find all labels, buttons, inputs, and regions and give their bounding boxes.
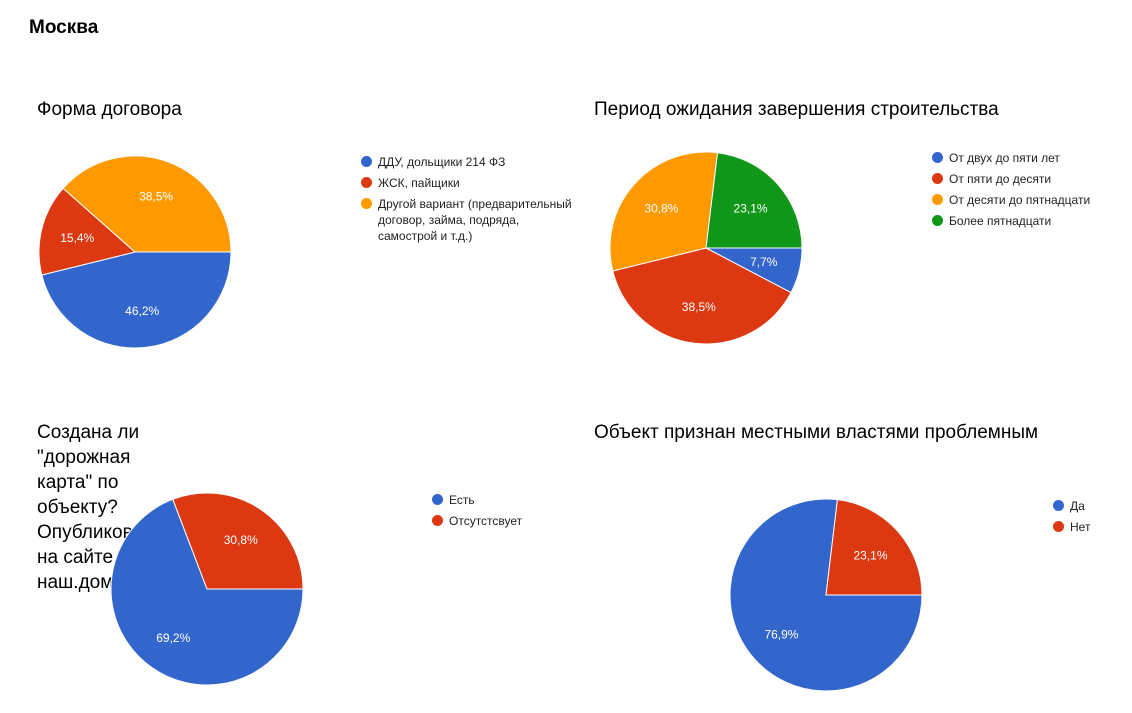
legend-label: Другой вариант (предварительный договор,…	[378, 197, 572, 243]
pie-chart: 69,2% 30,8%	[110, 492, 304, 686]
slice-label: 76,9%	[764, 628, 798, 642]
legend-dot-icon	[932, 152, 943, 163]
pie-chart: 46,2% 15,4% 38,5%	[38, 155, 232, 349]
pie-slice	[825, 499, 923, 596]
legend-item: Есть	[432, 492, 592, 508]
legend-item: От пяти до десяти	[932, 171, 1132, 187]
legend-label: От двух до пяти лет	[949, 151, 1060, 165]
legend-dot-icon	[932, 173, 943, 184]
pie-slice	[612, 247, 792, 345]
chart-legend: Есть Отсутстсвует	[432, 492, 592, 534]
slice-label: 69,2%	[156, 631, 190, 645]
legend-label: Да	[1070, 499, 1085, 513]
legend-label: Есть	[449, 493, 475, 507]
legend-dot-icon	[1053, 521, 1064, 532]
slice-label: 15,4%	[60, 231, 94, 245]
legend-label: ДДУ, дольщики 214 ФЗ	[378, 155, 506, 169]
legend-item: От десяти до пятнадцати	[932, 192, 1132, 208]
legend-item: Нет	[1053, 519, 1132, 535]
slice-label: 46,2%	[125, 304, 159, 318]
pie-slice	[110, 498, 304, 686]
legend-item: Да	[1053, 498, 1132, 514]
slice-label: 7,7%	[750, 255, 778, 269]
legend-item: ДДУ, дольщики 214 ФЗ	[361, 154, 601, 170]
legend-dot-icon	[932, 215, 943, 226]
pie-chart: 7,7% 38,5% 30,8% 23,1%	[609, 151, 803, 345]
legend-dot-icon	[432, 494, 443, 505]
legend-label: От десяти до пятнадцати	[949, 193, 1091, 207]
legend-dot-icon	[361, 177, 372, 188]
legend-item: Другой вариант (предварительный договор,…	[361, 196, 601, 244]
legend-label: Нет	[1070, 520, 1091, 534]
legend-item: Отсутстсвует	[432, 513, 592, 529]
pie-slice	[62, 155, 232, 253]
chart-title: Форма договора	[37, 99, 182, 120]
legend-item: От двух до пяти лет	[932, 150, 1132, 166]
legend-item: ЖСК, пайщики	[361, 175, 601, 191]
chart-title: Объект признан местными властями проблем…	[594, 422, 1039, 443]
legend-label: От пяти до десяти	[949, 172, 1052, 186]
legend-label: ЖСК, пайщики	[378, 176, 460, 190]
chart-legend: От двух до пяти лет От пяти до десяти От д…	[932, 150, 1132, 234]
pie-slice	[172, 492, 304, 590]
pie-slice	[41, 251, 232, 349]
slice-label: 30,8%	[644, 202, 678, 216]
slice-label: 38,5%	[139, 189, 173, 203]
legend-item: Более пятнадцати	[932, 213, 1132, 229]
page-title: Москва	[29, 17, 99, 38]
legend-dot-icon	[932, 194, 943, 205]
pie-slice	[609, 151, 719, 272]
chart-legend: ДДУ, дольщики 214 ФЗ ЖСК, пайщики Другой в…	[361, 154, 601, 249]
legend-label: Более пятнадцати	[949, 214, 1052, 228]
legend-dot-icon	[361, 198, 372, 209]
slice-label: 23,1%	[734, 202, 768, 216]
legend-dot-icon	[361, 156, 372, 167]
pie-slice	[38, 187, 137, 276]
slice-label: 30,8%	[224, 533, 258, 547]
legend-label: Отсутстсвует	[449, 514, 523, 528]
legend-dot-icon	[432, 515, 443, 526]
legend-dot-icon	[1053, 500, 1064, 511]
slice-label: 23,1%	[854, 548, 888, 562]
pie-chart: 76,9% 23,1%	[729, 498, 923, 692]
chart-legend: Да Нет	[1053, 498, 1132, 540]
chart-title: Период ожидания завершения строительства	[594, 99, 999, 120]
slice-label: 38,5%	[682, 300, 716, 314]
pie-slice	[705, 152, 803, 249]
